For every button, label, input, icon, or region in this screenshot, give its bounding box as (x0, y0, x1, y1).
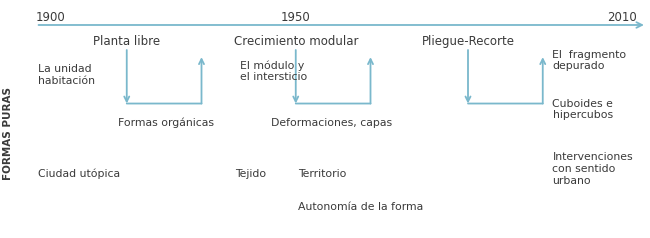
Text: Intervenciones
con sentido
urbano: Intervenciones con sentido urbano (552, 152, 633, 186)
Text: FORMAS PURAS: FORMAS PURAS (3, 87, 13, 180)
Text: Crecimiento modular: Crecimiento modular (233, 35, 358, 48)
Text: Territorio: Territorio (298, 169, 346, 179)
Text: La unidad
habitación: La unidad habitación (38, 64, 95, 86)
Text: 1900: 1900 (36, 11, 66, 24)
Text: Autonomía de la forma: Autonomía de la forma (298, 202, 423, 212)
Text: Ciudad utópica: Ciudad utópica (38, 169, 120, 179)
Text: Tejido: Tejido (235, 169, 266, 179)
Text: Pliegue-Recorte: Pliegue-Recorte (421, 35, 515, 48)
Text: Deformaciones, capas: Deformaciones, capas (271, 118, 392, 128)
Text: Planta libre: Planta libre (93, 35, 161, 48)
Text: 1950: 1950 (281, 11, 311, 24)
Text: 2010: 2010 (607, 11, 637, 24)
Text: El módulo y
el intersticio: El módulo y el intersticio (240, 60, 307, 82)
Text: Cuboides e
hipercubos: Cuboides e hipercubos (552, 99, 614, 120)
Text: El  fragmento
depurado: El fragmento depurado (552, 50, 627, 71)
Text: Formas orgánicas: Formas orgánicas (118, 118, 214, 128)
